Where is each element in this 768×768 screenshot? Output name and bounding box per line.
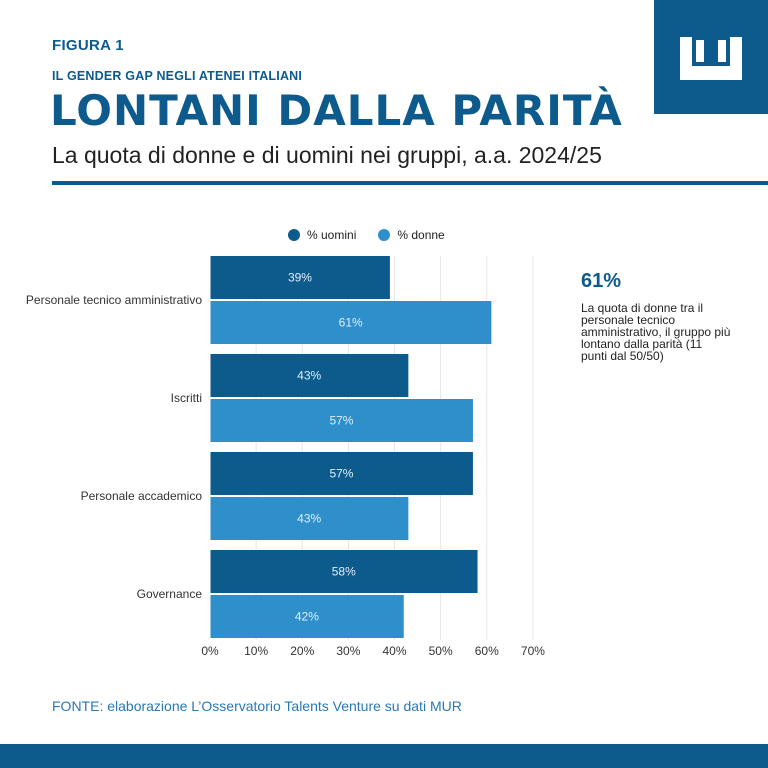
bar-uomini — [210, 256, 390, 299]
figure-label: FIGURA 1 — [52, 37, 124, 54]
x-tick-label: 10% — [244, 644, 268, 658]
legend-item-donne: % donne — [378, 228, 445, 242]
bar-data-label: 57% — [329, 467, 353, 481]
legend-label-donne: % donne — [397, 228, 445, 242]
x-tick-label: 70% — [521, 644, 545, 658]
legend-label-uomini: % uomini — [307, 228, 357, 242]
category-label: Personale tecnico amministrativo — [26, 293, 202, 307]
bar-uomini — [210, 452, 473, 495]
callout-text: La quota di donne tra il personale tecni… — [581, 301, 731, 363]
bar-donne — [210, 595, 404, 638]
x-tick-label: 0% — [201, 644, 219, 658]
category-label: Governance — [137, 587, 203, 601]
bar-data-label: 57% — [329, 414, 353, 428]
x-tick-label: 40% — [383, 644, 407, 658]
bar-uomini — [210, 550, 478, 593]
legend-swatch-uomini — [288, 229, 300, 241]
page-title: LONTANI DALLA PARITÀ — [50, 86, 623, 135]
x-tick-label: 60% — [475, 644, 499, 658]
bar-data-label: 43% — [297, 512, 321, 526]
x-tick-label: 50% — [429, 644, 453, 658]
source-note: FONTE: elaborazione L’Osservatorio Talen… — [52, 698, 462, 714]
logo — [654, 0, 768, 114]
bar-data-label: 43% — [297, 369, 321, 383]
category-label: Personale accademico — [81, 489, 203, 503]
kicker: IL GENDER GAP NEGLI ATENEI ITALIANI — [52, 69, 303, 83]
bar-data-label: 42% — [295, 610, 319, 624]
chart-legend: % uomini % donne — [288, 228, 445, 242]
x-tick-label: 20% — [290, 644, 314, 658]
subtitle: La quota di donne e di uomini nei gruppi… — [52, 142, 602, 168]
legend-item-uomini: % uomini — [288, 228, 356, 242]
bar-data-label: 61% — [339, 316, 363, 330]
bar-uomini — [210, 354, 409, 397]
x-tick-label: 30% — [336, 644, 360, 658]
bar-donne — [210, 399, 473, 442]
bar-data-label: 58% — [332, 565, 356, 579]
bar-donne — [210, 301, 492, 344]
crown-monogram-icon — [680, 37, 742, 80]
category-label: Iscritti — [171, 391, 202, 405]
footer-bar — [0, 744, 768, 768]
legend-swatch-donne — [378, 229, 391, 241]
callout-value: 61% — [581, 270, 622, 292]
bar-data-label: 39% — [288, 271, 312, 285]
bar-donne — [210, 497, 409, 540]
title-rule — [52, 181, 768, 185]
